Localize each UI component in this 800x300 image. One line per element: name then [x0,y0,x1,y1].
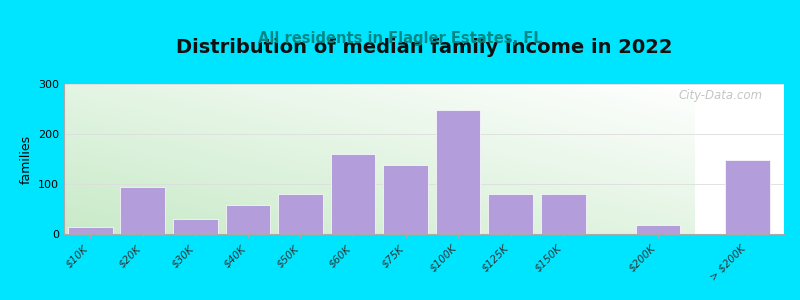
Bar [541,194,586,234]
Bar [278,194,323,234]
Bar [173,219,218,234]
Bar [725,160,770,234]
Title: Distribution of median family income in 2022: Distribution of median family income in … [176,38,672,57]
Bar [635,225,680,234]
Bar [383,165,428,234]
Bar [330,154,375,234]
Bar [488,194,533,234]
Y-axis label: families: families [19,134,33,184]
Bar [68,226,113,234]
Bar [436,110,481,234]
Bar [121,187,165,234]
Text: City-Data.com: City-Data.com [678,88,762,101]
Text: All residents in Flagler Estates, FL: All residents in Flagler Estates, FL [258,32,542,46]
Bar [226,205,270,234]
